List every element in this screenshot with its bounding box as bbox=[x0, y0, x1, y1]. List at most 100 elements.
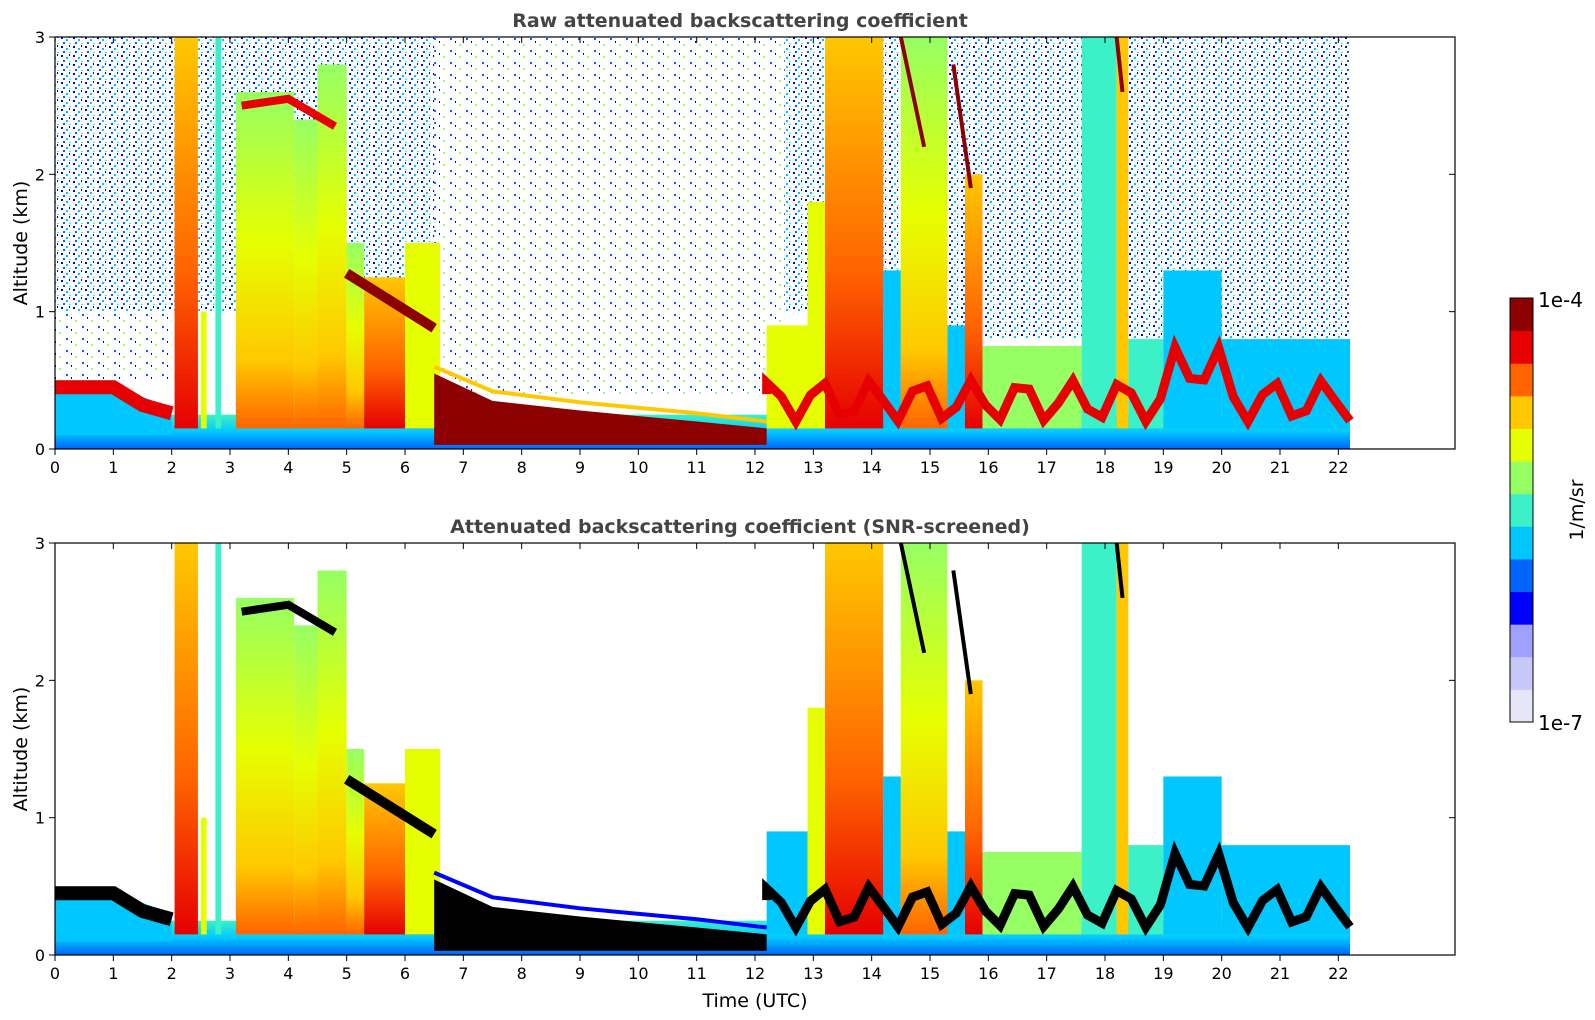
colorbar-step bbox=[1510, 330, 1533, 364]
colorbar-step bbox=[1510, 461, 1533, 495]
y-tick-label: 3 bbox=[35, 534, 45, 553]
x-tick-label: 2 bbox=[167, 458, 177, 477]
x-tick-label: 22 bbox=[1328, 964, 1348, 983]
x-tick-label: 9 bbox=[575, 458, 585, 477]
fog-layer-edge bbox=[433, 870, 767, 930]
x-tick-label: 13 bbox=[803, 458, 823, 477]
precip-column bbox=[1081, 543, 1117, 935]
x-tick-label: 17 bbox=[1036, 458, 1056, 477]
x-tick-label: 20 bbox=[1211, 964, 1231, 983]
panel-title: Attenuated backscattering coefficient (S… bbox=[450, 516, 1030, 538]
boundary-layer-top bbox=[55, 380, 174, 421]
y-tick-label: 0 bbox=[35, 946, 45, 965]
broken-low-cloud bbox=[762, 840, 1354, 937]
colorbar-step bbox=[1510, 591, 1533, 625]
precip-column bbox=[215, 37, 222, 429]
x-tick-label: 3 bbox=[225, 964, 235, 983]
colorbar-frame bbox=[1509, 297, 1534, 723]
x-tick-label: 17 bbox=[1036, 964, 1056, 983]
x-tick-label: 16 bbox=[978, 964, 998, 983]
x-tick-label: 22 bbox=[1328, 458, 1348, 477]
x-tick-label: 15 bbox=[920, 458, 940, 477]
colorbar-scale bbox=[1510, 298, 1533, 723]
virga-streak bbox=[898, 37, 927, 148]
precip-column bbox=[883, 776, 901, 935]
colorbar-step bbox=[1510, 656, 1533, 690]
fog-layer bbox=[434, 879, 767, 951]
precip-column bbox=[825, 543, 884, 935]
virga-streak bbox=[1114, 37, 1125, 93]
colorbar-step bbox=[1510, 428, 1533, 462]
colorbar-step bbox=[1510, 526, 1533, 560]
x-tick-label: 5 bbox=[342, 458, 352, 477]
colorbar-step bbox=[1510, 558, 1533, 593]
colorbar-step bbox=[1510, 493, 1533, 527]
x-tick-label: 19 bbox=[1153, 964, 1173, 983]
x-tick-label: 14 bbox=[861, 458, 881, 477]
x-tick-label: 1 bbox=[108, 458, 118, 477]
virga-streak bbox=[951, 570, 973, 695]
x-tick-label: 18 bbox=[1095, 458, 1115, 477]
precip-column bbox=[294, 119, 318, 429]
colorbar-step bbox=[1510, 363, 1533, 397]
y-tick-label: 1 bbox=[35, 809, 45, 828]
noise-field bbox=[947, 229, 1350, 340]
x-tick-label: 19 bbox=[1153, 458, 1173, 477]
broken-low-cloud bbox=[762, 334, 1354, 431]
boundary-layer-top bbox=[55, 886, 174, 927]
y-tick-label: 3 bbox=[35, 28, 45, 47]
precip-column bbox=[294, 625, 318, 935]
high-cloud-layer bbox=[241, 600, 338, 636]
x-tick-label: 10 bbox=[628, 964, 648, 983]
x-tick-label: 8 bbox=[517, 964, 527, 983]
precip-column bbox=[174, 37, 198, 429]
colorbar-unit-label: 1/m/sr bbox=[1566, 479, 1588, 540]
virga-streak bbox=[1114, 543, 1125, 599]
precip-column bbox=[200, 817, 207, 935]
y-tick-label: 2 bbox=[35, 671, 45, 690]
fog-layer bbox=[434, 373, 767, 445]
x-tick-label: 10 bbox=[628, 458, 648, 477]
precip-column bbox=[215, 543, 222, 935]
y-axis: 0 1 2 3 bbox=[35, 28, 1455, 459]
noise-field bbox=[434, 37, 785, 395]
x-tick-label: 12 bbox=[745, 458, 765, 477]
panel-raw: Raw attenuated backscattering coefficien… bbox=[10, 10, 1456, 477]
x-tick-label: 2 bbox=[167, 964, 177, 983]
x-tick-label: 21 bbox=[1270, 964, 1290, 983]
x-tick-label: 18 bbox=[1095, 964, 1115, 983]
colorbar-min-label: 1e-7 bbox=[1538, 711, 1583, 735]
x-tick-label: 12 bbox=[745, 964, 765, 983]
descending-cloud-layer bbox=[344, 268, 437, 333]
x-tick-label: 7 bbox=[458, 964, 468, 983]
y-axis-label: Altitude (km) bbox=[10, 687, 32, 812]
precip-column bbox=[1081, 37, 1117, 429]
precip-column bbox=[1116, 37, 1129, 429]
x-axis: 0 1 2 3 4 5 6 7 8 9 10 11 12 13 14 15 16 17 18 19 20 21 22 bbox=[50, 543, 1349, 983]
x-tick-label: 15 bbox=[920, 964, 940, 983]
heatmap-screened bbox=[55, 543, 1354, 955]
x-tick-label: 4 bbox=[283, 458, 293, 477]
precip-column bbox=[965, 680, 983, 935]
x-tick-label: 11 bbox=[686, 458, 706, 477]
panel-screened: Attenuated backscattering coefficient (S… bbox=[10, 516, 1456, 1012]
y-tick-label: 0 bbox=[35, 440, 45, 459]
precip-column bbox=[200, 311, 207, 429]
virga-streak bbox=[898, 543, 927, 654]
x-tick-label: 13 bbox=[803, 964, 823, 983]
fog-layer-edge bbox=[433, 364, 767, 424]
y-axis-label: Altitude (km) bbox=[10, 181, 32, 306]
x-tick-label: 3 bbox=[225, 458, 235, 477]
precip-column bbox=[1116, 543, 1129, 935]
precip-column bbox=[825, 37, 884, 429]
precip-column bbox=[807, 201, 825, 429]
x-tick-label: 7 bbox=[458, 458, 468, 477]
colorbar: 1e-4 1e-7 1/m/sr bbox=[1509, 288, 1588, 735]
colorbar-step bbox=[1510, 624, 1533, 658]
x-tick-label: 6 bbox=[400, 458, 410, 477]
x-tick-label: 4 bbox=[283, 964, 293, 983]
colorbar-step bbox=[1510, 689, 1533, 723]
y-tick-label: 1 bbox=[35, 303, 45, 322]
x-tick-label: 8 bbox=[517, 458, 527, 477]
